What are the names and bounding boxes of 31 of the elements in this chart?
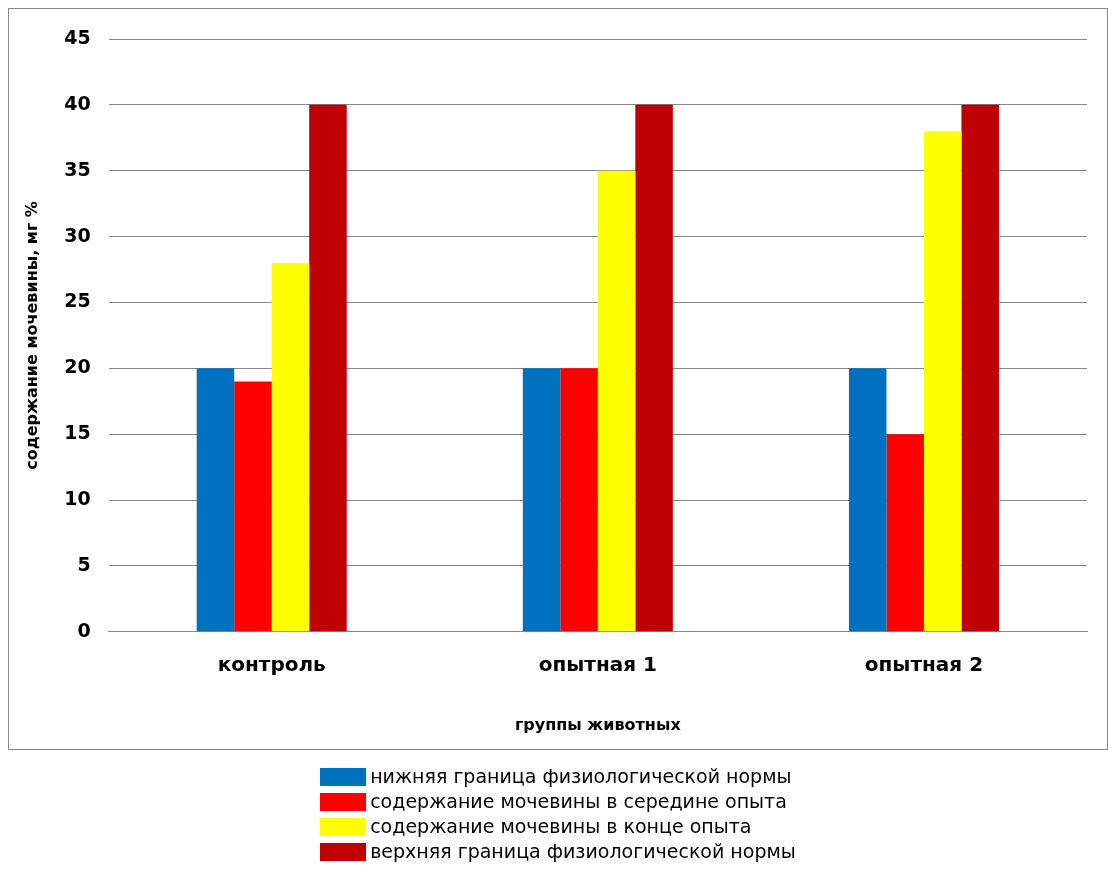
legend-label: нижняя граница физиологической нормы [370,764,792,789]
y-tick-label: 20 [64,355,91,378]
bar [196,368,235,632]
y-tick-label: 25 [64,289,91,312]
bar [848,368,887,632]
x-tick-label: контроль [217,652,326,676]
bar [309,104,347,632]
y-tick-label: 30 [64,223,91,246]
y-tick-label: 35 [64,157,91,180]
y-tick-label: 10 [64,487,91,509]
bar [560,368,598,632]
bar [923,131,962,632]
y-tick-label: 0 [77,618,91,641]
bar [597,170,636,632]
x-axis-title: группы животных [514,714,682,734]
y-tick-label: 45 [64,25,91,48]
bar [522,368,561,632]
bar [635,104,673,632]
legend-label: верхняя граница физиологической нормы [370,839,796,864]
y-tick-label: 40 [64,91,91,114]
bar [271,262,310,632]
x-tick-label: опытная 2 [864,652,984,676]
y-tick-label: 15 [64,421,91,444]
bar [234,381,272,632]
bar [961,104,999,632]
x-tick-label: опытная 1 [538,652,657,676]
y-axis-title: содержание мочевины, мг % [21,201,41,470]
legend-label: содержание мочевины в конце опыта [370,814,752,839]
bar [886,434,924,632]
y-tick-label: 5 [77,552,91,575]
legend-label: содержание мочевины в середине опыта [370,789,787,814]
